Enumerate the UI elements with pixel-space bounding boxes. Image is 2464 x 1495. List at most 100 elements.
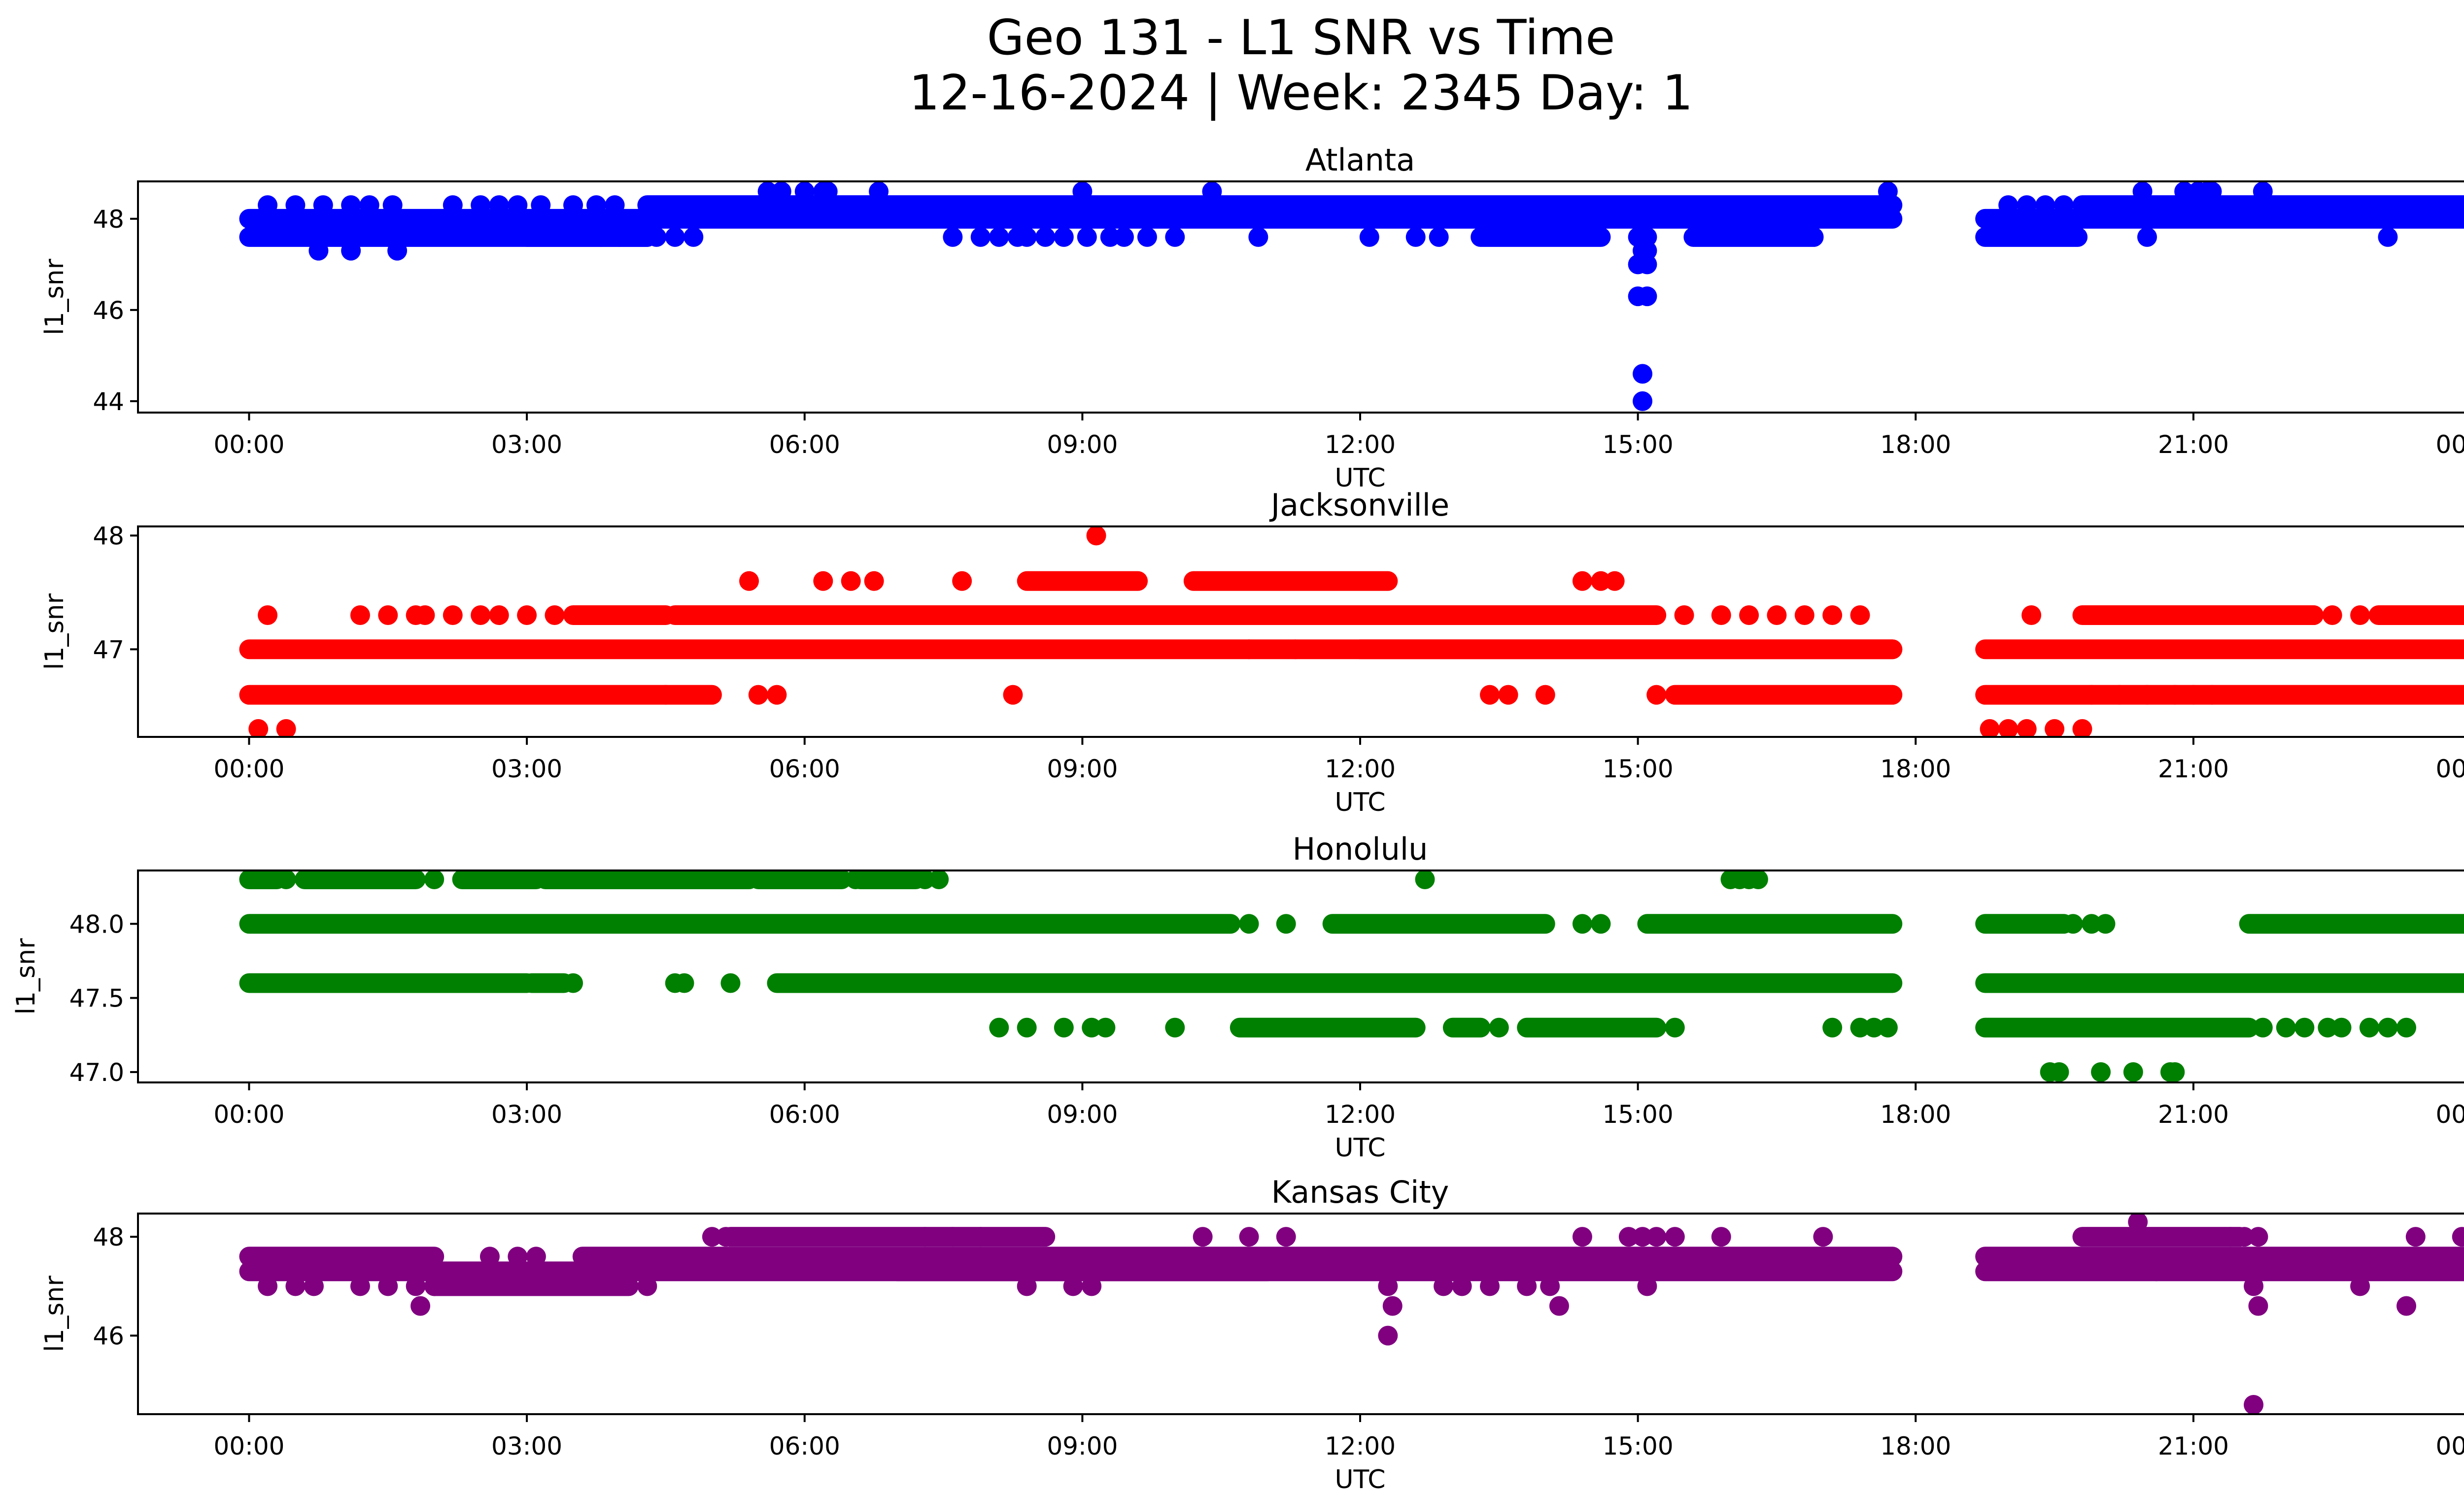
x-axis-label: UTC [1335,1133,1385,1163]
x-tick-label: 03:00 [491,755,562,783]
data-point [1082,1017,1102,1038]
figure-title: Geo 131 - L1 SNR vs Time [987,10,1615,66]
data-point [2248,1296,2268,1316]
data-point [2049,1062,2069,1082]
data-point [471,195,491,215]
x-tick-label: 09:00 [1047,430,1118,459]
data-point [1980,719,2000,737]
data-point [443,605,463,626]
data-point [1276,1227,1296,1247]
data-point [943,227,963,247]
data-point [674,973,694,993]
data-point [684,227,704,247]
data-point [1086,526,1106,546]
data-point [2197,181,2218,202]
data-point [952,571,972,591]
data-point [258,1276,278,1296]
subplot-kansas-city: Kansas City 46 48 00:00 03:00 06:00 09:00 12:00… [40,1174,2464,1495]
data-point [989,227,1009,247]
data-point [2294,1017,2315,1038]
data-point [1637,254,1657,275]
data-point [276,870,296,890]
data-point [350,605,370,626]
data-point [609,227,629,247]
data-point [276,719,296,737]
data-point [1674,605,1694,626]
data-point [341,241,361,261]
data-point [748,685,768,705]
data-point [864,571,884,591]
data-point [771,181,791,202]
data-point [1572,914,1592,934]
data-point [2350,605,2370,626]
data-markers [239,1214,2464,1414]
data-point [813,571,833,591]
data-point [1739,605,1759,626]
data-point [1063,1276,1083,1296]
data-point [1095,1017,1116,1038]
data-point [1646,1227,1667,1247]
data-point [248,719,269,737]
x-tick-label: 15:00 [1603,1432,1674,1460]
data-point [1378,1325,1398,1346]
data-markers [239,181,2464,411]
data-point [1378,1276,1398,1296]
data-point [1633,1227,1653,1247]
data-point [2248,1227,2268,1247]
data-point [2082,685,2102,705]
data-point [1748,870,1768,890]
subplot-title: Atlanta [1305,142,1415,178]
data-point [1276,914,1296,934]
data-point [2017,719,2037,737]
data-point [2359,1017,2379,1038]
data-point [2221,1227,2241,1247]
data-point [2202,685,2222,705]
data-point [1998,195,2019,215]
data-point [2123,1062,2143,1082]
data-point [415,605,435,626]
y-tick-label: 48 [93,205,124,234]
data-point [1017,227,1037,247]
data-point [1637,1276,1657,1296]
data-point [2396,1017,2417,1038]
data-point [2045,719,2065,737]
data-point [1605,571,1625,591]
data-point [411,1296,431,1316]
data-point [1549,1296,1569,1316]
x-tick-label: 18:00 [1880,1100,1951,1129]
data-point [1248,227,1268,247]
x-tick-label: 00:00 [2435,430,2464,459]
data-point [479,1247,500,1267]
data-point [2244,1276,2264,1296]
data-point [2322,605,2342,626]
data-point [1077,227,1097,247]
data-point [2318,1017,2338,1038]
data-point [1035,227,1056,247]
data-point [2109,685,2129,705]
data-point [308,241,329,261]
data-point [1114,227,1134,247]
y-tick-label: 48 [93,1223,124,1252]
data-point [285,1276,306,1296]
data-point [841,571,861,591]
data-point [2461,1230,2464,1244]
x-tick-label: 06:00 [769,1100,840,1129]
data-point [2253,181,2273,202]
data-point [1017,1276,1037,1296]
data-point [665,227,685,247]
data-point [1813,1227,1833,1247]
data-point [2137,227,2157,247]
x-tick-label: 12:00 [1325,755,1396,783]
x-tick-label: 12:00 [1325,1432,1396,1460]
data-point [2128,1214,2148,1232]
x-axis-label: UTC [1335,463,1385,493]
data-point [2146,1261,2166,1282]
x-tick-label: 03:00 [491,1100,562,1129]
x-tick-label: 12:00 [1325,1100,1396,1129]
x-tick-label: 03:00 [491,430,562,459]
data-point [1878,181,1898,202]
data-point [517,605,537,626]
data-point [1767,605,1787,626]
data-point [1054,227,1074,247]
